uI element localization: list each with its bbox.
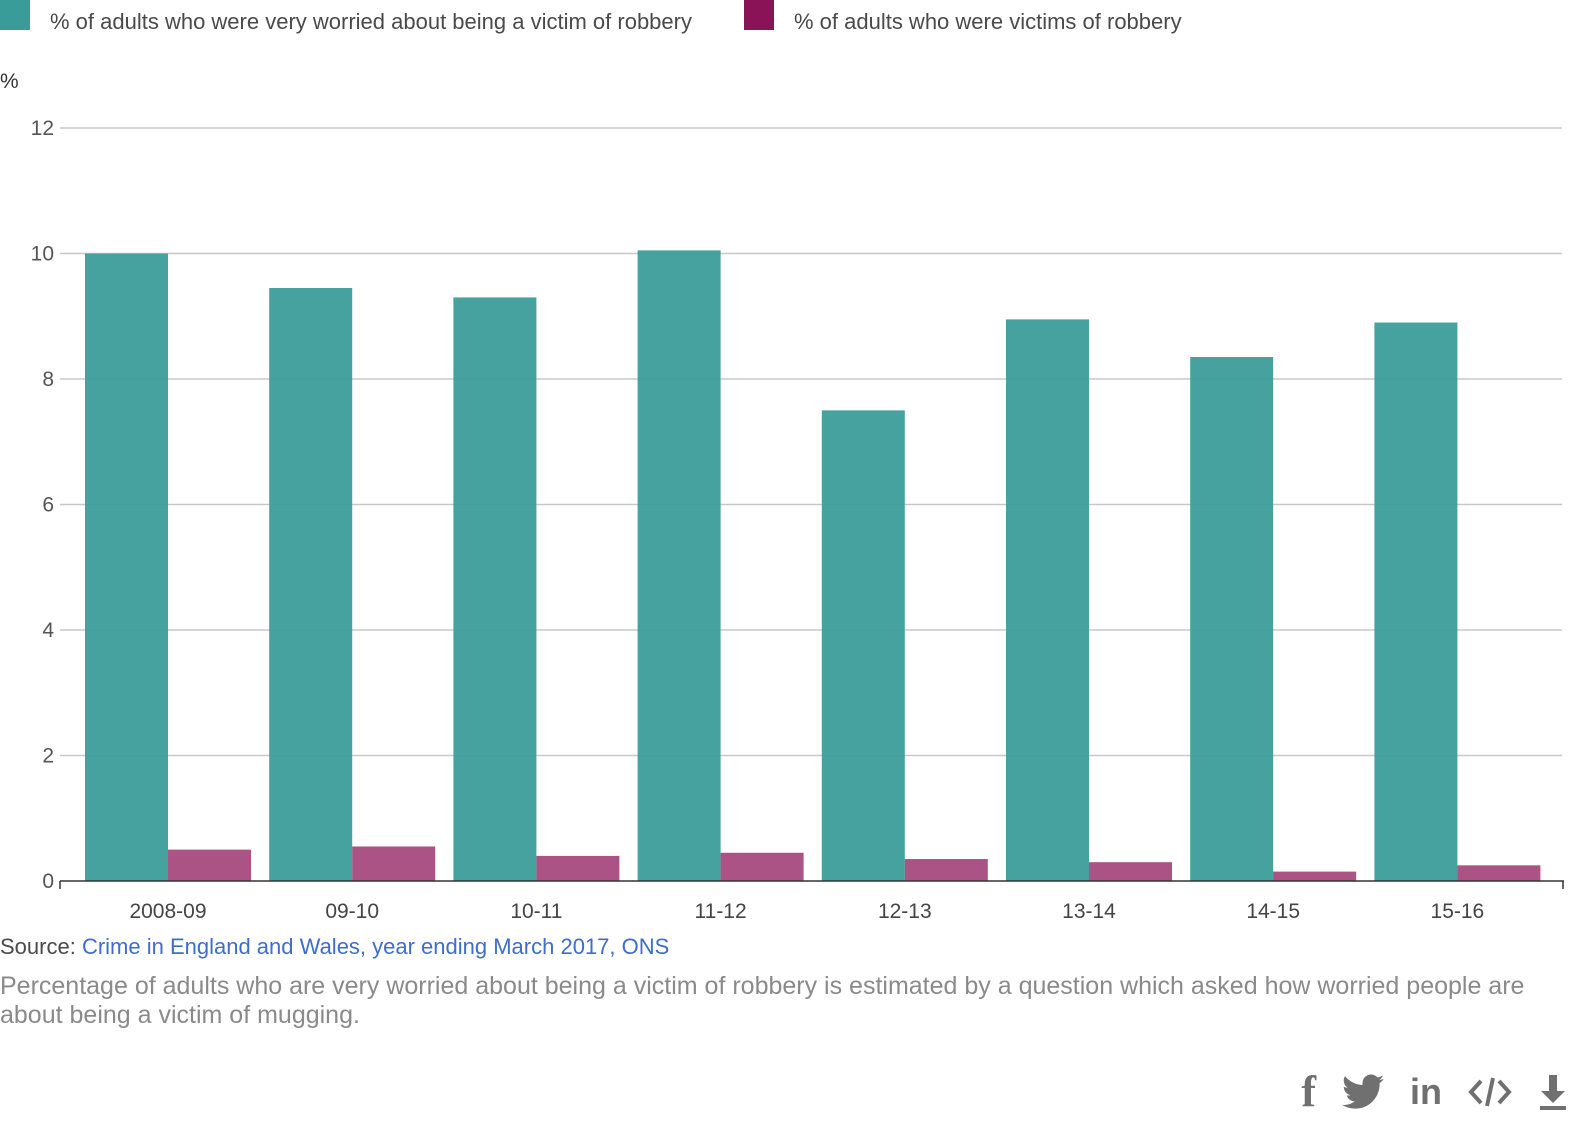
x-tick-label: 11-12	[695, 900, 747, 923]
legend-swatch-worried	[0, 0, 30, 30]
bar-worried	[1190, 357, 1274, 882]
y-tick-label: 8	[42, 368, 54, 391]
bar-worried	[1006, 319, 1089, 881]
bar-chart: % 0 2 4 6 8 10 12 2008-09 09-10 10-11 11-12 12-13 13-…	[0, 70, 1564, 923]
footnote: Percentage of adults who are very worrie…	[0, 972, 1525, 1029]
bar-victims	[168, 849, 251, 881]
x-tick-label: 2008-09	[129, 900, 206, 923]
bar-worried	[269, 288, 353, 881]
bar-worried	[85, 253, 168, 881]
bar-victims	[720, 852, 804, 881]
source-line: Source: Crime in England and Wales, year…	[0, 934, 669, 960]
source-prefix: Source:	[0, 934, 82, 959]
x-tick-label: 09-10	[325, 900, 379, 923]
facebook-icon[interactable]: f	[1301, 1067, 1316, 1116]
source-link[interactable]: Crime in England and Wales, year ending …	[81, 934, 670, 959]
y-axis-unit-label: %	[0, 70, 19, 93]
y-tick-label: 4	[42, 619, 54, 642]
bar-worried	[1374, 322, 1458, 881]
bar-worried	[453, 297, 537, 881]
legend: % of adults who were very worried about …	[0, 0, 1234, 44]
x-tick-label: 13-14	[1062, 900, 1116, 923]
y-tick-label: 0	[42, 870, 54, 893]
bar-victims	[1273, 871, 1357, 881]
x-tick-label: 10-11	[510, 900, 562, 923]
bar-victims	[352, 846, 436, 881]
twitter-icon[interactable]	[1342, 1070, 1384, 1114]
bar-victims	[536, 855, 620, 881]
y-tick-label: 10	[31, 243, 54, 266]
legend-item-worried: % of adults who were very worried about …	[0, 0, 692, 35]
legend-swatch-victims	[743, 0, 774, 30]
bar-worried	[821, 410, 905, 881]
bar-victims	[1457, 865, 1541, 881]
share-bar: f in	[1275, 1070, 1568, 1114]
download-icon[interactable]	[1538, 1070, 1568, 1114]
y-tick-label: 6	[42, 494, 54, 517]
legend-item-victims: % of adults who were victims of robbery	[743, 0, 1182, 35]
bar-worried	[637, 250, 721, 882]
x-tick-label: 12-13	[878, 900, 932, 923]
legend-label-worried: % of adults who were very worried about …	[50, 8, 692, 34]
bar-victims	[904, 859, 988, 881]
legend-label-victims: % of adults who were victims of robbery	[793, 8, 1182, 34]
y-tick-label: 12	[31, 117, 54, 140]
x-tick-label: 14-15	[1246, 900, 1300, 923]
embed-icon[interactable]	[1468, 1070, 1512, 1114]
x-tick-label: 15-16	[1431, 900, 1485, 923]
y-tick-label: 2	[42, 745, 54, 768]
linkedin-icon[interactable]: in	[1410, 1071, 1442, 1112]
bar-victims	[1089, 862, 1172, 881]
